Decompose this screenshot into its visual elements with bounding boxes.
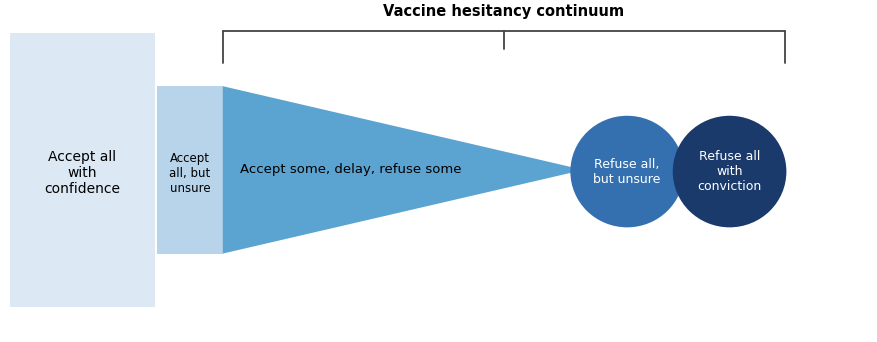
FancyBboxPatch shape — [157, 86, 223, 253]
Text: Refuse all
with
conviction: Refuse all with conviction — [696, 150, 761, 193]
Ellipse shape — [672, 116, 786, 227]
Text: Refuse all,
but unsure: Refuse all, but unsure — [593, 158, 660, 186]
FancyBboxPatch shape — [11, 32, 154, 307]
Text: Accept some, delay, refuse some: Accept some, delay, refuse some — [240, 163, 461, 176]
Polygon shape — [223, 86, 582, 253]
Ellipse shape — [570, 116, 683, 227]
Text: Vaccine hesitancy continuum: Vaccine hesitancy continuum — [382, 4, 624, 19]
Text: Accept all
with
confidence: Accept all with confidence — [45, 150, 120, 196]
Text: Accept
all, but
unsure: Accept all, but unsure — [169, 152, 210, 195]
